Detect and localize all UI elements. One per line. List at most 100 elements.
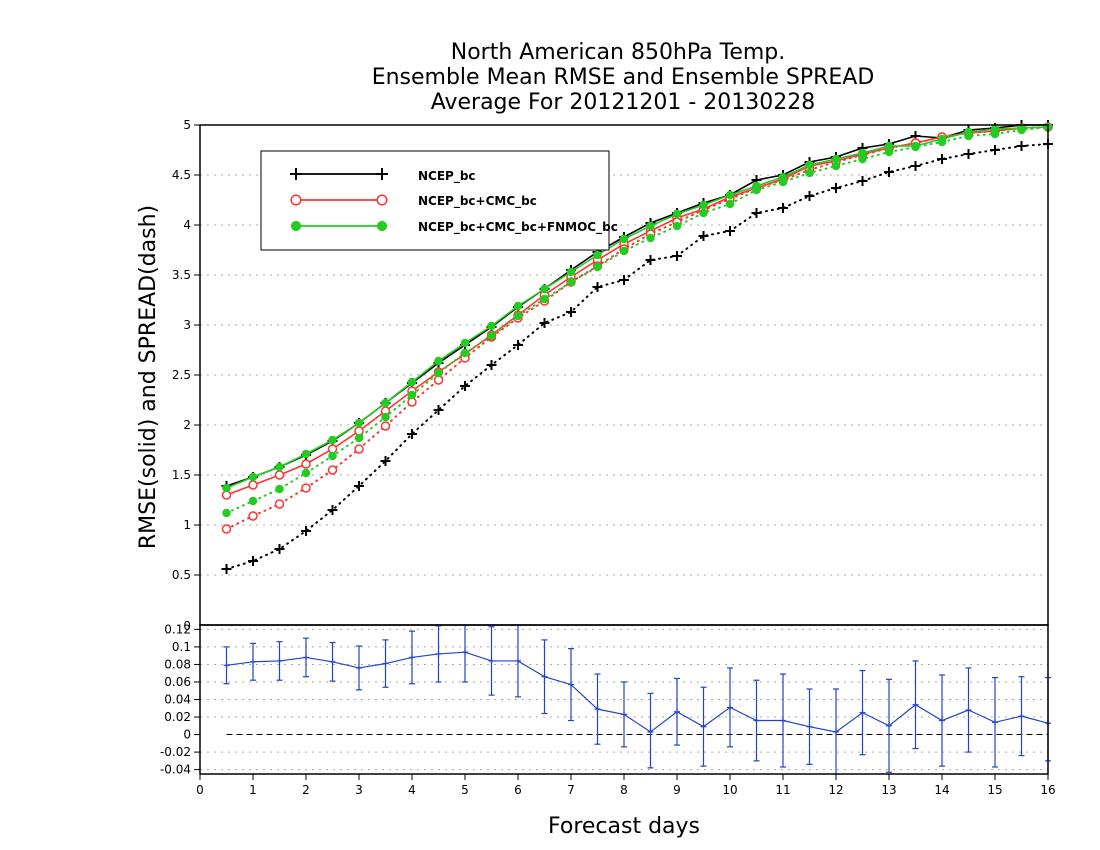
series-3-rmse-line <box>226 126 1049 489</box>
difference-point <box>727 704 733 711</box>
plus-marker <box>513 340 523 350</box>
x-tick-label: 5 <box>461 783 469 797</box>
legend: NCEP_bc NCEP_bc+CMC_bc NCEP_bc+CMC_bc+FN… <box>260 150 618 251</box>
difference-point <box>992 719 998 726</box>
plus-marker <box>857 176 868 186</box>
filled-circle-marker <box>911 142 920 152</box>
difference-point <box>780 717 786 724</box>
filled-circle-marker <box>540 284 549 294</box>
plus-marker <box>354 481 364 491</box>
top-y-tick-label: 4 <box>183 218 191 232</box>
filled-circle-marker <box>434 356 443 366</box>
filled-circle-marker <box>831 161 841 171</box>
difference-point <box>1018 713 1025 720</box>
open-circle-marker <box>327 465 338 475</box>
difference-point <box>621 711 627 718</box>
filled-circle-marker <box>1017 125 1026 135</box>
plus-marker <box>910 161 921 171</box>
filled-circle-marker <box>619 246 629 256</box>
filled-circle-marker <box>805 160 814 170</box>
filled-circle-marker <box>672 221 682 231</box>
plus-marker <box>804 191 815 201</box>
bottom-y-tick-label: 0.04 <box>164 693 191 707</box>
filled-circle-marker <box>778 177 788 187</box>
difference-point <box>409 654 415 661</box>
x-tick-label: 9 <box>673 783 681 797</box>
x-axis-ticks: 0 1 2 3 4 5 6 7 8 9 10 11 12 13 14 15 16 <box>196 774 1056 797</box>
plus-marker <box>327 505 338 515</box>
difference-point <box>462 649 468 656</box>
x-tick-label: 13 <box>881 783 896 797</box>
plus-marker <box>990 145 1000 155</box>
difference-point <box>700 723 707 730</box>
difference-point <box>541 673 548 680</box>
plus-marker <box>778 203 788 213</box>
difference-point <box>965 707 972 714</box>
filled-circle-marker <box>699 200 708 210</box>
plus-marker <box>592 282 603 292</box>
bottom-top-y-tick-label: 0 <box>183 619 191 633</box>
filled-circle-marker <box>275 462 284 472</box>
difference-point <box>435 650 442 657</box>
bottom-y-tick-label: 0.08 <box>164 657 191 671</box>
filled-circle-marker <box>460 348 470 358</box>
legend-label-ncep-cmc-fnmoc: NCEP_bc+CMC_bc+FNMOC_bc <box>418 220 618 235</box>
bottom-y-tick-label: 0.06 <box>164 675 191 689</box>
x-tick-label: 16 <box>1040 783 1055 797</box>
x-tick-label: 10 <box>722 783 737 797</box>
open-circle-marker <box>354 444 364 454</box>
plus-marker <box>290 168 302 180</box>
x-tick-label: 15 <box>987 783 1002 797</box>
difference-point <box>939 717 945 724</box>
filled-circle-marker <box>937 137 947 147</box>
difference-point <box>250 658 256 665</box>
top-y-tick-label: 1 <box>183 518 191 532</box>
plus-marker <box>1016 141 1027 151</box>
top-y-ticks: 0.5 1 1.5 2 2.5 3 3.5 4 4.5 5 <box>172 118 200 582</box>
filled-circle-marker <box>376 220 388 232</box>
x-tick-label: 14 <box>934 783 949 797</box>
plus-marker <box>751 208 762 218</box>
plus-marker <box>407 429 417 439</box>
plus-marker <box>248 556 258 566</box>
difference-point <box>568 681 574 688</box>
plus-marker <box>725 226 735 236</box>
plus-marker <box>380 456 391 466</box>
open-circle-marker <box>274 470 285 480</box>
plus-marker <box>672 251 682 261</box>
open-circle-marker <box>221 524 232 534</box>
open-circle-marker <box>376 194 388 206</box>
filled-circle-marker <box>593 262 602 272</box>
filled-circle-marker <box>407 377 417 387</box>
filled-circle-marker <box>513 301 523 311</box>
difference-point <box>674 708 680 715</box>
legend-label-ncep-bc: NCEP_bc <box>418 169 476 184</box>
filled-circle-marker <box>301 468 311 478</box>
plus-marker <box>221 564 232 574</box>
difference-point <box>488 657 495 664</box>
y-axis-label: RMSE(solid) and SPREAD(dash) <box>136 205 161 549</box>
filled-circle-marker <box>566 267 576 277</box>
plus-marker <box>831 183 841 193</box>
open-circle-marker <box>301 483 311 493</box>
filled-circle-marker <box>328 451 337 461</box>
filled-circle-marker <box>884 147 894 157</box>
open-circle-marker <box>274 499 285 509</box>
open-circle-marker <box>290 194 302 206</box>
filled-circle-marker <box>354 418 364 428</box>
filled-circle-marker <box>831 154 841 164</box>
plus-marker <box>376 168 388 180</box>
difference-point <box>223 662 230 669</box>
filled-circle-marker <box>460 338 470 348</box>
top-y-tick-label: 5 <box>183 118 191 132</box>
bottom-y-ticks: 0.12 0.1 0.08 0.06 0.04 0.02 0 -0.02 -0.04 <box>160 622 200 777</box>
x-tick-label: 7 <box>567 783 575 797</box>
filled-circle-marker <box>752 185 761 195</box>
filled-circle-marker <box>487 321 496 331</box>
series-2-spread-line <box>225 126 1049 530</box>
open-circle-marker <box>248 511 258 521</box>
x-tick-label: 12 <box>828 783 843 797</box>
filled-circle-marker <box>290 220 302 232</box>
series-3 <box>222 122 1053 518</box>
